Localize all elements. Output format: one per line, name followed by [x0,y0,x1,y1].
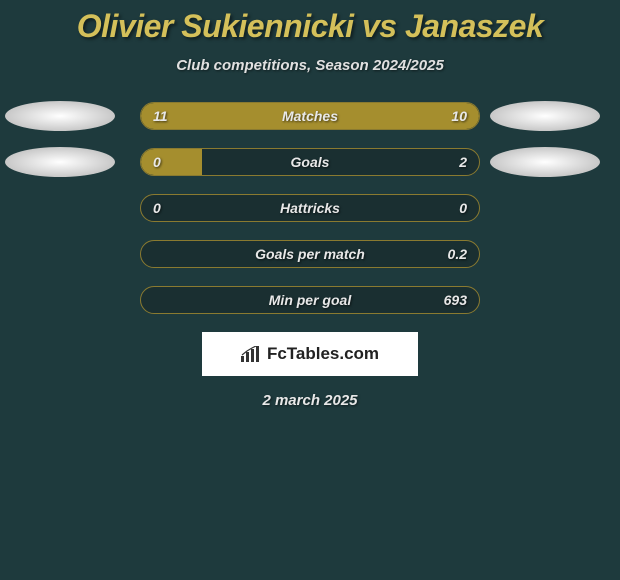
chart-icon [241,346,261,362]
page-subtitle: Club competitions, Season 2024/2025 [0,57,620,74]
stat-bar: 11Matches10 [140,102,480,130]
stat-bar: 0Hattricks0 [140,194,480,222]
stat-bar: Goals per match0.2 [140,240,480,268]
stat-label: Goals per match [141,241,479,267]
stat-row: 0Goals2 [0,148,620,176]
page-title: Olivier Sukiennicki vs Janaszek [0,0,620,45]
comparison-rows: 11Matches100Goals20Hattricks0Goals per m… [0,102,620,314]
stat-right-value: 0.2 [448,241,467,267]
stat-bar: 0Goals2 [140,148,480,176]
stat-right-value: 10 [451,103,467,129]
stat-row: 11Matches10 [0,102,620,130]
stat-label: Matches [141,103,479,129]
stat-right-value: 2 [459,149,467,175]
stat-bar: Min per goal693 [140,286,480,314]
stat-row: Min per goal693 [0,286,620,314]
stat-row: 0Hattricks0 [0,194,620,222]
stat-label: Min per goal [141,287,479,313]
player-left-marker [5,101,115,131]
player-right-marker [490,147,600,177]
watermark-text: FcTables.com [267,344,379,364]
player-right-marker [490,101,600,131]
stat-right-value: 0 [459,195,467,221]
stat-label: Goals [141,149,479,175]
stat-right-value: 693 [444,287,467,313]
stat-row: Goals per match0.2 [0,240,620,268]
watermark: FcTables.com [202,332,418,376]
stat-label: Hattricks [141,195,479,221]
date-label: 2 march 2025 [0,392,620,409]
player-left-marker [5,147,115,177]
